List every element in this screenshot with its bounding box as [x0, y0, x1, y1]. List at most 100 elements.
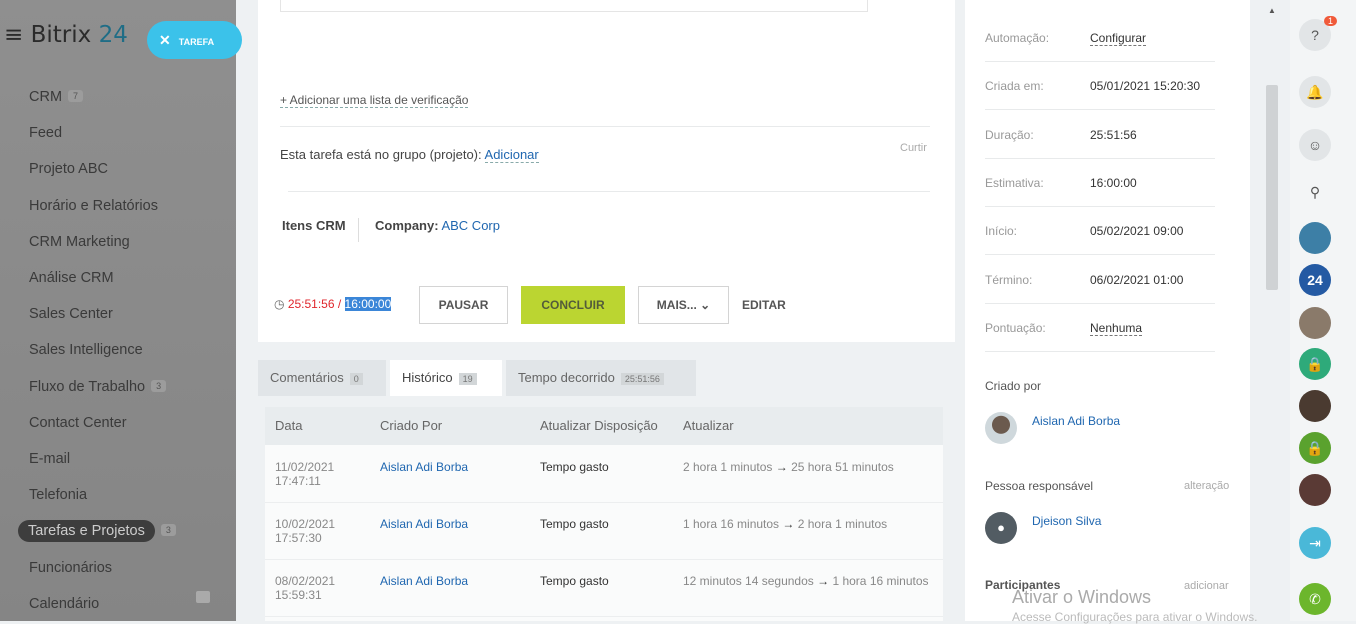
- scroll-up-icon[interactable]: ▲: [1268, 6, 1276, 15]
- user-icon[interactable]: ●: [985, 512, 1017, 544]
- sidebar: ≡ Bitrix 24 ✕ TAREFA CRM 7 Feed Projeto ABC H…: [0, 0, 242, 621]
- briefcase-icon[interactable]: [196, 591, 210, 603]
- phone-icon[interactable]: ✆: [1299, 583, 1331, 615]
- menu-icon[interactable]: ≡: [4, 22, 31, 48]
- arrow-right-icon: →: [817, 574, 830, 588]
- divider: [985, 302, 1215, 304]
- field-label: Término:: [985, 272, 1033, 287]
- field-value: 16:00:00: [1090, 175, 1137, 190]
- user-avatar[interactable]: [1299, 307, 1331, 339]
- created-by-label: Criado por: [985, 379, 1042, 393]
- logo[interactable]: ≡ Bitrix 24: [4, 22, 128, 48]
- count-badge: 3: [151, 379, 167, 392]
- sidebar-item[interactable]: Tarefas e Projetos 3: [18, 520, 176, 543]
- add-participant-link[interactable]: adicionar: [1184, 580, 1229, 592]
- more-button[interactable]: MAIS... ⌄: [638, 286, 729, 324]
- bell-icon[interactable]: 🔔: [1299, 76, 1331, 108]
- divider: [985, 157, 1215, 159]
- notification-badge: 1: [1324, 16, 1338, 26]
- complete-button[interactable]: CONCLUIR: [521, 286, 625, 324]
- field-label: Automação:: [985, 31, 1050, 45]
- field-value[interactable]: Configurar: [1090, 31, 1147, 46]
- author-link[interactable]: Aislan Adi Borba: [380, 574, 469, 588]
- sidebar-item[interactable]: Telefonia: [29, 487, 88, 504]
- lock-icon[interactable]: 🔒: [1299, 348, 1331, 380]
- table-row: 08/02/2021 15:59:31 Aislan Adi Borba Temp…: [265, 561, 943, 617]
- field-value[interactable]: Nenhuma: [1090, 320, 1143, 336]
- windows-watermark-subtitle: Acesse Configurações para ativar o Windo…: [1012, 610, 1258, 624]
- sidebar-item[interactable]: Projeto ABC: [29, 161, 108, 178]
- exit-icon[interactable]: ⇥: [1299, 527, 1331, 559]
- scrollbar[interactable]: [1266, 85, 1278, 290]
- participants-label: Participantes: [985, 578, 1061, 592]
- sidebar-item[interactable]: Sales Center: [29, 306, 113, 323]
- search-icon[interactable]: ⚲: [1309, 184, 1321, 200]
- divider: [280, 126, 930, 127]
- divider: [985, 109, 1215, 111]
- field-value: 05/02/2021 09:00: [1090, 224, 1184, 239]
- count-badge: 3: [160, 524, 176, 537]
- divider: [288, 191, 930, 192]
- sidebar-item[interactable]: Calendário: [29, 595, 100, 612]
- sidebar-item[interactable]: Sales Intelligence: [29, 342, 143, 359]
- table-header: Data Criado Por Atualizar Disposição Atu…: [265, 407, 943, 445]
- sidebar-item[interactable]: Análise CRM: [29, 270, 114, 286]
- tab[interactable]: Histórico 19: [390, 360, 502, 396]
- edit-button[interactable]: EDITAR: [742, 298, 786, 312]
- responsible-label: Pessoa responsável: [985, 479, 1094, 493]
- arrow-right-icon: →: [775, 460, 788, 474]
- author-link[interactable]: Aislan Adi Borba: [380, 460, 469, 474]
- divider: [985, 254, 1215, 256]
- add-group-link[interactable]: Adicionar: [484, 147, 539, 163]
- chat-icon[interactable]: ☺: [1299, 129, 1331, 161]
- history-table: Data Criado Por Atualizar Disposição Atu…: [265, 407, 943, 621]
- sidebar-item[interactable]: E-mail: [29, 451, 71, 467]
- arrow-right-icon: →: [782, 517, 795, 531]
- sidebar-item[interactable]: CRM Marketing: [29, 233, 130, 250]
- author-link[interactable]: Aislan Adi Borba: [380, 517, 469, 531]
- description-box: [280, 0, 868, 12]
- company-label: Company:: [375, 218, 439, 233]
- chevron-down-icon: ⌄: [700, 298, 711, 312]
- field-label: Pontuação:: [985, 320, 1046, 335]
- field-label: Criada em:: [985, 79, 1044, 94]
- channel-avatar[interactable]: [1299, 222, 1331, 254]
- bitrix24-icon[interactable]: 24: [1299, 264, 1331, 296]
- sidebar-item[interactable]: Feed: [29, 125, 63, 142]
- group-label: Esta tarefa está no grupo (projeto):: [280, 147, 482, 162]
- clock-icon: ◷: [274, 297, 288, 311]
- divider: [985, 61, 1215, 62]
- close-task-button[interactable]: ✕ TAREFA: [147, 21, 242, 59]
- table-row: 10/02/2021 17:57:30 Aislan Adi Borba Temp…: [265, 504, 943, 560]
- sidebar-item[interactable]: Contact Center: [29, 414, 127, 431]
- company-link[interactable]: ABC Corp: [441, 218, 500, 233]
- tab[interactable]: Tempo decorrido 25:51:56: [506, 360, 696, 396]
- field-label: Início:: [985, 224, 1018, 239]
- field-label: Estimativa:: [985, 175, 1044, 190]
- estimate-selected[interactable]: 16:00:00: [344, 297, 392, 311]
- like-link[interactable]: Curtir: [900, 142, 927, 154]
- creator-avatar[interactable]: [985, 412, 1017, 444]
- pause-button[interactable]: PAUSAR: [419, 286, 508, 324]
- divider: [985, 205, 1215, 207]
- sidebar-item[interactable]: Funcionários: [29, 559, 113, 576]
- table-row: 11/02/2021 17:47:11 Aislan Adi Borba Temp…: [265, 447, 943, 503]
- sidebar-item[interactable]: Fluxo de Trabalho 3: [29, 379, 167, 395]
- sidebar-item[interactable]: Horário e Relatórios: [29, 197, 158, 214]
- crm-items-label: Itens CRM: [282, 218, 359, 242]
- add-checklist-link[interactable]: + Adicionar uma lista de verificação: [280, 93, 469, 108]
- divider: [985, 350, 1215, 352]
- sidebar-item[interactable]: CRM 7: [29, 89, 84, 105]
- task-card: + Adicionar uma lista de verificação Est…: [258, 0, 955, 342]
- field-value: 25:51:56: [1090, 127, 1137, 142]
- lock-icon[interactable]: 🔒: [1299, 432, 1331, 464]
- user-avatar[interactable]: [1299, 390, 1331, 422]
- tab[interactable]: Comentários 0: [258, 360, 386, 396]
- user-avatar[interactable]: [1299, 474, 1331, 506]
- change-responsible-link[interactable]: alteração: [1184, 480, 1230, 492]
- field-value: 05/01/2021 15:20:30: [1090, 79, 1201, 94]
- windows-watermark: Ativar o Windows: [1012, 587, 1152, 607]
- responsible-link[interactable]: Djeison Silva: [1032, 514, 1102, 528]
- creator-link[interactable]: Aislan Adi Borba: [1032, 414, 1121, 428]
- details-panel: Automação: Configurar Criada em: 05/01/2021…: [965, 0, 1250, 621]
